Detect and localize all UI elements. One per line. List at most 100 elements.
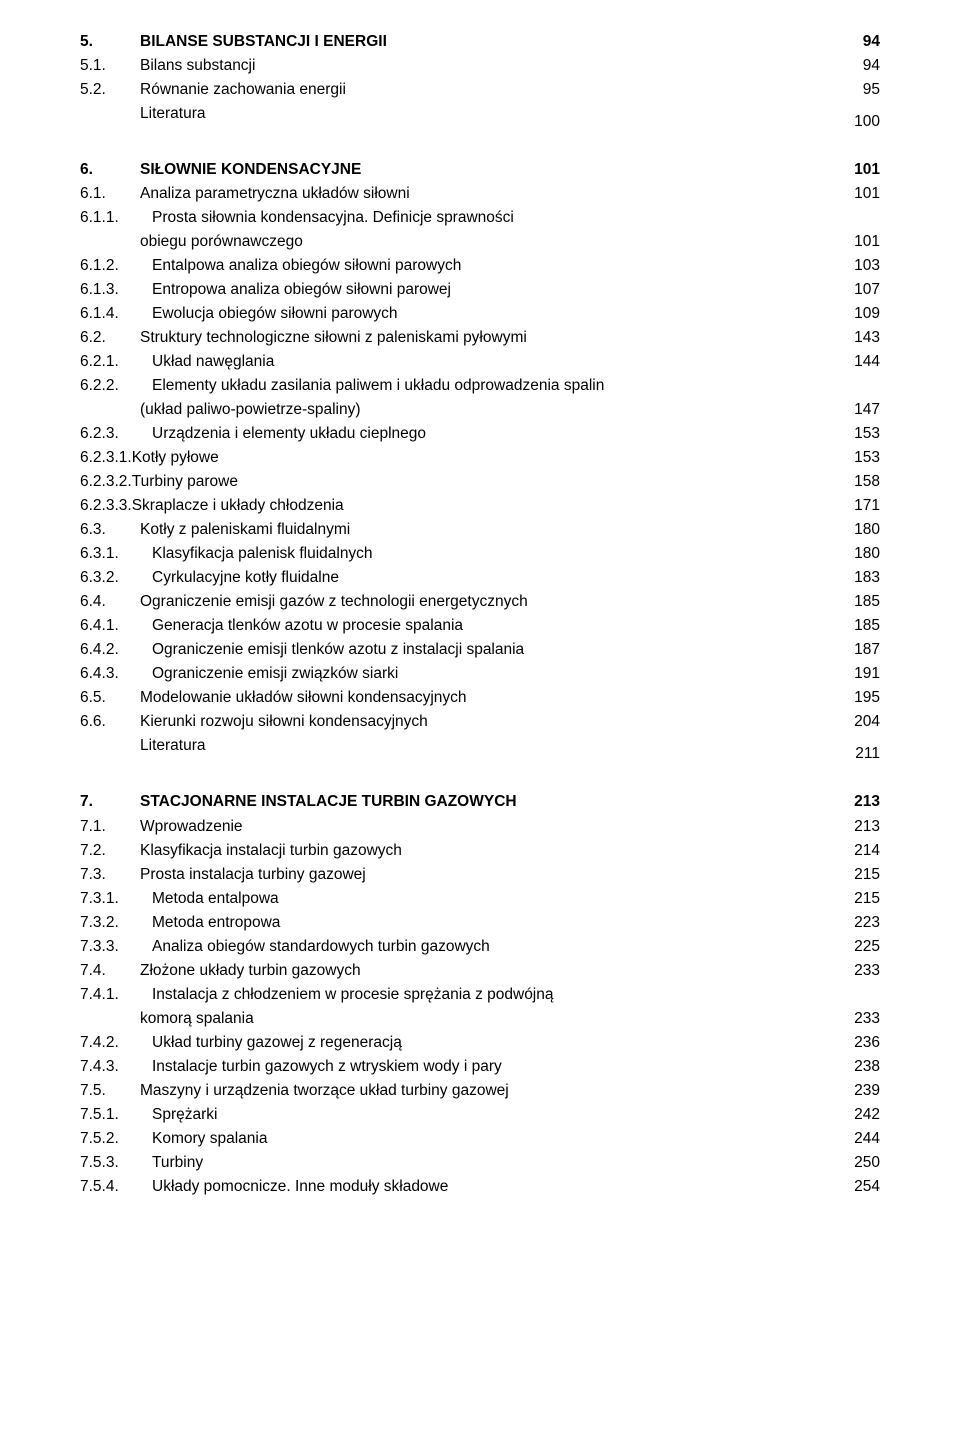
toc-entry: 6.2.3.Urządzenia i elementy układu ciepl… (80, 422, 880, 446)
toc-number: 6.4.1. (80, 614, 152, 638)
toc-page: 180 (842, 518, 880, 542)
toc-page: 215 (842, 887, 880, 911)
toc-page: 153 (842, 446, 880, 470)
toc-entry: 7.3.3.Analiza obiegów standardowych turb… (80, 935, 880, 959)
toc-text: Klasyfikacja instalacji turbin gazowych (140, 839, 402, 863)
toc-number: 6.1.3. (80, 278, 152, 302)
toc-left: 5.BILANSE SUBSTANCJI I ENERGII (80, 30, 387, 54)
toc-entry: 6.3.Kotły z paleniskami fluidalnymi180 (80, 518, 880, 542)
toc-entry: 6.SIŁOWNIE KONDENSACYJNE101 (80, 158, 880, 182)
toc-page: 215 (842, 863, 880, 887)
toc-left: 6.3.2.Cyrkulacyjne kotły fluidalne (80, 566, 339, 590)
toc-left: 7.4.Złożone układy turbin gazowych (80, 959, 361, 983)
toc-number: 7.5. (80, 1079, 140, 1103)
toc-page: 109 (842, 302, 880, 326)
toc-page: 101 (842, 158, 880, 182)
toc-entry: 7.4.2.Układ turbiny gazowej z regeneracj… (80, 1031, 880, 1055)
toc-entry: 7.3.Prosta instalacja turbiny gazowej215 (80, 863, 880, 887)
toc-left: 6.6.Kierunki rozwoju siłowni kondensacyj… (80, 710, 428, 734)
toc-number: 6.3. (80, 518, 140, 542)
toc-page: 185 (842, 614, 880, 638)
toc-text: Maszyny i urządzenia tworzące układ turb… (140, 1079, 509, 1103)
toc-text: Urządzenia i elementy układu cieplnego (152, 422, 426, 446)
toc-page: 242 (842, 1103, 880, 1127)
toc-number: 6.1.4. (80, 302, 152, 326)
toc-text: Klasyfikacja palenisk fluidalnych (152, 542, 373, 566)
toc-page: 187 (842, 638, 880, 662)
toc-entry: 7.5.1.Sprężarki 242 (80, 1103, 880, 1127)
toc-number: 7.5.1. (80, 1103, 152, 1127)
toc-left: 7.3.1.Metoda entalpowa (80, 887, 279, 911)
toc-number (80, 102, 140, 126)
toc-entry: 6.1.4.Ewolucja obiegów siłowni parowych1… (80, 302, 880, 326)
toc-left: 6.2.3.Urządzenia i elementy układu ciepl… (80, 422, 426, 446)
toc-text: Ograniczenie emisji gazów z technologii … (140, 590, 528, 614)
toc-entry: Literatura 100 (80, 102, 880, 134)
toc-left: 6.3.1.Klasyfikacja palenisk fluidalnych (80, 542, 373, 566)
toc-number: 6.2.3.3. (80, 494, 132, 518)
toc-page: 94 (851, 54, 880, 78)
toc-left: Literatura (80, 734, 205, 758)
toc-number: 5.1. (80, 54, 140, 78)
toc-entry: 7.5.4.Układy pomocnicze. Inne moduły skł… (80, 1175, 880, 1199)
toc-page: 101 (842, 182, 880, 206)
toc-text: Struktury technologiczne siłowni z palen… (140, 326, 527, 350)
toc-number: 6.2.3. (80, 422, 152, 446)
toc-page: 144 (842, 350, 880, 374)
toc-text: Ograniczenie emisji tlenków azotu z inst… (152, 638, 524, 662)
toc-text: Entropowa analiza obiegów siłowni parowe… (152, 278, 451, 302)
toc-page: 191 (842, 662, 880, 686)
toc-text: Analiza parametryczna układów siłowni (140, 182, 410, 206)
toc-number: 6.3.2. (80, 566, 152, 590)
toc-entry: 7.3.1.Metoda entalpowa 215 (80, 887, 880, 911)
toc-page: 204 (842, 710, 880, 734)
toc-text: obiegu porównawczego (80, 230, 303, 254)
toc-left: 5.2.Równanie zachowania energii (80, 78, 346, 102)
toc-page: 225 (842, 935, 880, 959)
toc-continuation: (układ paliwo-powietrze-spaliny)147 (80, 398, 880, 422)
toc-text: Literatura (140, 102, 205, 126)
toc-text: (układ paliwo-powietrze-spaliny) (80, 398, 361, 422)
toc-entry: 7.5.2.Komory spalania244 (80, 1127, 880, 1151)
table-of-contents: 5.BILANSE SUBSTANCJI I ENERGII945.1.Bila… (80, 30, 880, 1199)
toc-entry: 6.3.2.Cyrkulacyjne kotły fluidalne183 (80, 566, 880, 590)
toc-page: 214 (842, 839, 880, 863)
toc-page: 213 (842, 790, 880, 814)
toc-text: Entalpowa analiza obiegów siłowni parowy… (152, 254, 461, 278)
toc-text: BILANSE SUBSTANCJI I ENERGII (140, 30, 387, 54)
toc-left: 6.2.1.Układ nawęglania (80, 350, 274, 374)
toc-text: Ograniczenie emisji związków siarki (152, 662, 398, 686)
toc-page: 101 (842, 230, 880, 254)
toc-number: 6.2.3.2. (80, 470, 132, 494)
toc-left: 7.5.2.Komory spalania (80, 1127, 267, 1151)
toc-entry: 6.6.Kierunki rozwoju siłowni kondensacyj… (80, 710, 880, 734)
toc-number: 7. (80, 790, 140, 814)
toc-left: 7.4.1.Instalacja z chłodzeniem w procesi… (80, 983, 554, 1007)
toc-number: 6.1.1. (80, 206, 152, 230)
toc-page: 143 (842, 326, 880, 350)
toc-number: 6.4. (80, 590, 140, 614)
toc-left: 6.4.3.Ograniczenie emisji związków siark… (80, 662, 398, 686)
toc-entry: 7.4.Złożone układy turbin gazowych233 (80, 959, 880, 983)
toc-text: Turbiny (152, 1151, 203, 1175)
toc-entry: 6.1.3.Entropowa analiza obiegów siłowni … (80, 278, 880, 302)
toc-text: Sprężarki (152, 1103, 217, 1127)
toc-text: Metoda entropowa (152, 911, 280, 935)
toc-text: Układ turbiny gazowej z regeneracją (152, 1031, 402, 1055)
toc-left: 7.STACJONARNE INSTALACJE TURBIN GAZOWYCH (80, 790, 517, 814)
toc-page: 239 (842, 1079, 880, 1103)
toc-page: 100 (842, 110, 880, 134)
toc-entry: Literatura211 (80, 734, 880, 766)
toc-entry: 6.2.2.Elementy układu zasilania paliwem … (80, 374, 880, 398)
toc-number: 5.2. (80, 78, 140, 102)
toc-entry: 7.STACJONARNE INSTALACJE TURBIN GAZOWYCH… (80, 790, 880, 814)
toc-page: 213 (842, 815, 880, 839)
toc-number: 7.3.1. (80, 887, 152, 911)
toc-number: 6.2. (80, 326, 140, 350)
toc-text: Układy pomocnicze. Inne moduły składowe (152, 1175, 448, 1199)
toc-left: 6.2.2.Elementy układu zasilania paliwem … (80, 374, 604, 398)
toc-entry: 6.4.Ograniczenie emisji gazów z technolo… (80, 590, 880, 614)
toc-continuation: komorą spalania233 (80, 1007, 880, 1031)
toc-left: 6.1.Analiza parametryczna układów siłown… (80, 182, 410, 206)
toc-entry: 7.2.Klasyfikacja instalacji turbin gazow… (80, 839, 880, 863)
